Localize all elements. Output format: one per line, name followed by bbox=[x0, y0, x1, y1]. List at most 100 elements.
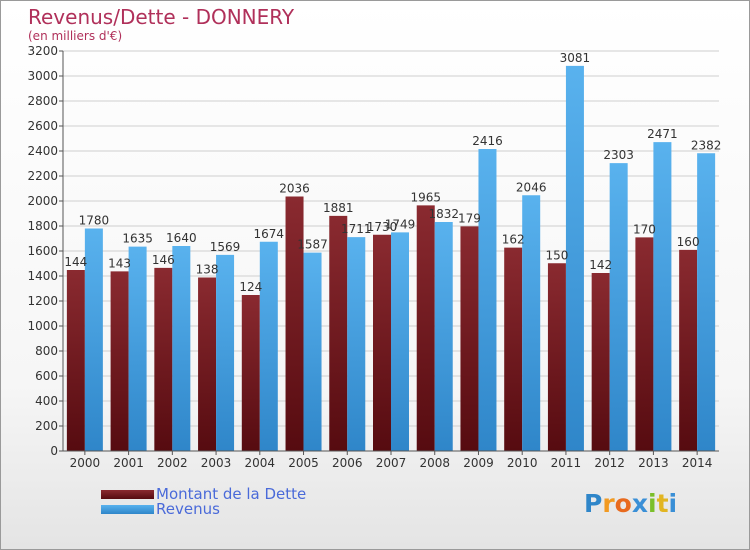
x-tick-label: 2012 bbox=[594, 456, 625, 470]
bar-dette-2011 bbox=[547, 263, 566, 451]
logo-letter: x bbox=[631, 489, 648, 518]
bar-revenus-2000 bbox=[84, 228, 103, 451]
x-tick-label: 2007 bbox=[376, 456, 407, 470]
data-label-revenus-2001: 1635 bbox=[122, 232, 153, 246]
x-tick-label: 2000 bbox=[70, 456, 101, 470]
x-tick-label: 2001 bbox=[113, 456, 144, 470]
y-tick-label: 3200 bbox=[27, 44, 58, 58]
bar-dette-2002 bbox=[154, 267, 173, 451]
data-label-dette-2000: 144 bbox=[64, 255, 87, 269]
bar-revenus-2001 bbox=[128, 246, 147, 451]
bar-revenus-2014 bbox=[697, 153, 716, 451]
logo-letter: i bbox=[648, 489, 657, 518]
bar-dette-2005 bbox=[285, 196, 304, 451]
y-tick-label: 2200 bbox=[27, 169, 58, 183]
data-label-revenus-2005: 1587 bbox=[297, 238, 328, 252]
y-tick-label: 200 bbox=[35, 419, 58, 433]
x-tick-label: 2004 bbox=[245, 456, 276, 470]
legend-swatch-dette bbox=[101, 490, 154, 499]
bar-dette-2014 bbox=[679, 249, 698, 451]
chart-title: Revenus/Dette - DONNERY bbox=[28, 5, 295, 29]
bar-revenus-2008 bbox=[434, 222, 453, 451]
y-tick-label: 2800 bbox=[27, 94, 58, 108]
data-label-dette-2012: 142 bbox=[589, 258, 612, 272]
x-tick-label: 2005 bbox=[288, 456, 319, 470]
data-label-revenus-2007: 1749 bbox=[385, 217, 416, 231]
bar-dette-2000 bbox=[66, 270, 85, 451]
x-tick-label: 2009 bbox=[463, 456, 494, 470]
bar-dette-2003 bbox=[198, 277, 217, 451]
legend-swatch-revenus bbox=[101, 505, 154, 514]
data-label-dette-2011: 150 bbox=[545, 248, 568, 262]
bar-dette-2010 bbox=[504, 247, 523, 451]
x-tick-label: 2010 bbox=[507, 456, 538, 470]
bar-dette-2001 bbox=[110, 271, 129, 451]
x-tick-label: 2003 bbox=[201, 456, 232, 470]
logo-letter: t bbox=[656, 489, 669, 518]
data-label-dette-2006: 1881 bbox=[323, 201, 354, 215]
legend-label-dette: Montant de la Dette bbox=[156, 485, 307, 503]
legend-label-revenus: Revenus bbox=[156, 500, 220, 518]
y-tick-label: 1000 bbox=[27, 319, 58, 333]
bar-dette-2006 bbox=[329, 215, 348, 451]
logo-letter: i bbox=[668, 489, 678, 518]
x-tick-label: 2013 bbox=[638, 456, 669, 470]
data-label-dette-2007: 1730 bbox=[367, 220, 398, 234]
data-label-dette-2014: 160 bbox=[677, 235, 700, 249]
y-tick-label: 1400 bbox=[27, 269, 58, 283]
bar-revenus-2010 bbox=[522, 195, 541, 451]
bar-dette-2013 bbox=[635, 237, 654, 451]
x-tick-label: 2006 bbox=[332, 456, 363, 470]
chart-subtitle: (en milliers d'€) bbox=[28, 29, 123, 43]
bar-revenus-2006 bbox=[347, 237, 366, 451]
data-label-revenus-2011: 3081 bbox=[560, 51, 591, 65]
data-label-dette-2003: 138 bbox=[196, 263, 219, 277]
data-label-revenus-2002: 1640 bbox=[166, 231, 197, 245]
bar-revenus-2002 bbox=[172, 246, 191, 451]
x-tick-label: 2008 bbox=[419, 456, 450, 470]
y-tick-label: 600 bbox=[35, 369, 58, 383]
y-tick-label: 2600 bbox=[27, 119, 58, 133]
bar-revenus-2009 bbox=[478, 149, 497, 451]
bar-revenus-2005 bbox=[303, 252, 322, 451]
y-tick-label: 3000 bbox=[27, 69, 58, 83]
y-tick-label: 1800 bbox=[27, 219, 58, 233]
bar-dette-2012 bbox=[591, 273, 610, 451]
x-tick-label: 2011 bbox=[551, 456, 582, 470]
data-label-dette-2009: 179 bbox=[458, 211, 481, 225]
x-tick-label: 2014 bbox=[682, 456, 713, 470]
data-label-revenus-2003: 1569 bbox=[210, 240, 241, 254]
bar-dette-2007 bbox=[373, 234, 391, 451]
data-label-revenus-2009: 2416 bbox=[472, 134, 503, 148]
data-label-dette-2005: 2036 bbox=[279, 182, 310, 196]
proxiti-logo: Proxiti bbox=[584, 489, 677, 518]
y-tick-label: 800 bbox=[35, 344, 58, 358]
bar-revenus-2003 bbox=[216, 254, 235, 451]
data-label-dette-2013: 170 bbox=[633, 222, 656, 236]
logo-letter: r bbox=[602, 489, 615, 518]
logo-letter: o bbox=[614, 489, 632, 518]
y-tick-label: 1600 bbox=[27, 244, 58, 258]
data-label-dette-2002: 146 bbox=[152, 253, 175, 267]
data-label-dette-2001: 143 bbox=[108, 256, 131, 270]
data-label-revenus-2013: 2471 bbox=[647, 127, 678, 141]
data-label-dette-2008: 1965 bbox=[410, 190, 441, 204]
y-tick-label: 1200 bbox=[27, 294, 58, 308]
bar-revenus-2012 bbox=[609, 163, 628, 451]
bar-revenus-2004 bbox=[259, 241, 278, 451]
data-label-revenus-2000: 1780 bbox=[79, 214, 110, 228]
bar-revenus-2007 bbox=[391, 232, 409, 451]
data-label-revenus-2004: 1674 bbox=[254, 227, 285, 241]
data-label-revenus-2008: 1832 bbox=[428, 207, 459, 221]
y-tick-label: 2400 bbox=[27, 144, 58, 158]
bar-dette-2008 bbox=[416, 205, 435, 451]
data-label-revenus-2006: 1711 bbox=[341, 222, 372, 236]
data-label-revenus-2012: 2303 bbox=[603, 148, 634, 162]
y-tick-label: 400 bbox=[35, 394, 58, 408]
data-label-dette-2010: 162 bbox=[502, 233, 525, 247]
data-label-revenus-2014: 2382 bbox=[691, 138, 722, 152]
bar-revenus-2011 bbox=[565, 65, 584, 451]
y-tick-label: 0 bbox=[50, 444, 58, 458]
